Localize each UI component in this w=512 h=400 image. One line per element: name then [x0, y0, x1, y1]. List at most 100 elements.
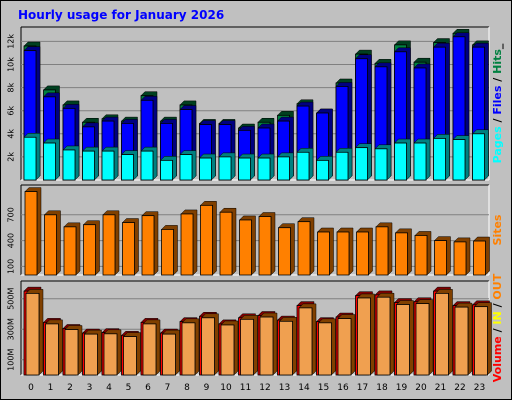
top-panel-side-label-part-1: / [491, 115, 504, 127]
top-panel-side-label-part-4: Hits [491, 49, 504, 74]
pages-bar-16 [335, 151, 349, 181]
top-panel-bg [21, 27, 489, 180]
middle-panel-tick-label-2: 700 [7, 207, 16, 222]
pages-bar-5 [121, 154, 134, 181]
out-bar-20 [415, 303, 430, 376]
out-bar-0 [25, 292, 40, 376]
x-tick-label-1: 1 [48, 383, 54, 393]
top-panel-tick-label-3: 8k [7, 82, 16, 92]
pages-bar-10 [218, 156, 232, 181]
out-bar-5 [123, 336, 137, 376]
sites-bar-18 [375, 226, 389, 276]
sites-bar-14 [297, 221, 311, 276]
sites-bar-16 [336, 231, 350, 276]
out-bar-3 [84, 333, 98, 376]
x-tick-label-14: 14 [298, 383, 310, 393]
sites-bar-9 [200, 204, 213, 276]
x-tick-label-2: 2 [67, 383, 73, 393]
out-bar-18 [376, 296, 391, 376]
x-tick-label-8: 8 [184, 383, 190, 393]
middle-panel-tick-label-1: 400 [7, 233, 16, 248]
x-tick-label-18: 18 [376, 383, 388, 393]
top-panel-side-label-part-0: Pages [491, 126, 504, 164]
pages-bar-9 [199, 157, 212, 181]
pages-bar-23 [472, 133, 485, 181]
x-tick-label-17: 17 [357, 383, 368, 393]
bottom-panel-tick-label-2: 500M [7, 288, 16, 310]
top-panel-tick-label-2: 6k [7, 105, 16, 115]
bottom-panel-side-label-part-3: / [491, 300, 504, 312]
x-tick-label-21: 21 [435, 383, 446, 393]
pages-bar-12 [257, 157, 271, 181]
out-bar-19 [396, 304, 410, 376]
out-bar-12 [259, 316, 274, 376]
sites-bar-6 [141, 215, 155, 276]
pages-bar-20 [413, 142, 427, 181]
top-panel-side-label-part-3: / [491, 74, 504, 86]
x-tick-label-23: 23 [474, 383, 485, 393]
sites-bar-23 [473, 240, 486, 276]
pages-bar-19 [394, 142, 407, 181]
middle-panel-side-label: Sites [491, 214, 504, 245]
out-bar-1 [45, 323, 59, 376]
pages-bar-21 [433, 138, 446, 181]
sites-bar-1 [44, 214, 57, 276]
out-bar-2 [64, 329, 79, 376]
x-tick-label-20: 20 [415, 383, 427, 393]
x-tick-label-4: 4 [106, 383, 112, 393]
x-tick-label-13: 13 [279, 383, 290, 393]
sites-bar-19 [395, 232, 408, 276]
sites-bar-7 [161, 229, 174, 276]
out-bar-14 [298, 307, 313, 376]
pages-bar-13 [277, 156, 290, 181]
sites-bar-17 [356, 231, 369, 276]
x-tick-label-15: 15 [318, 383, 329, 393]
pages-bar-7 [160, 159, 173, 181]
bottom-panel-side-label-part-1: / [491, 325, 504, 337]
out-bar-16 [337, 318, 352, 376]
x-tick-label-22: 22 [454, 383, 465, 393]
bottom-panel-side-label-part-0: Volume [491, 336, 504, 382]
top-panel-tick-label-4: 10k [7, 57, 16, 72]
out-bar-6 [142, 323, 157, 376]
top-panel-tick-label-0: 2k [7, 152, 16, 162]
pages-bar-1 [43, 142, 56, 181]
sites-bar-4 [102, 214, 116, 276]
out-bar-22 [454, 306, 469, 376]
pages-bar-0 [23, 136, 37, 181]
out-bar-4 [103, 333, 118, 376]
bottom-panel-side-label: Volume / IN / OUT [491, 273, 504, 382]
middle-panel-side-label-part-0: Sites [491, 214, 504, 245]
out-bar-15 [318, 322, 332, 376]
sites-bar-11 [239, 219, 252, 276]
pages-bar-17 [355, 147, 368, 181]
top-panel-tick-label-1: 4k [7, 129, 16, 139]
sites-bar-21 [434, 240, 447, 276]
out-bar-7 [162, 333, 176, 376]
sites-bar-13 [278, 227, 291, 276]
x-tick-label-9: 9 [204, 383, 210, 393]
bottom-panel-side-label-part-2: IN [491, 311, 504, 324]
pages-bar-6 [140, 150, 154, 181]
pages-bar-2 [62, 149, 76, 181]
sites-bar-5 [122, 222, 135, 276]
top-panel-side-label-part-5: _ [491, 43, 504, 49]
top-panel-side-label: Pages / Files / Hits_ [491, 43, 504, 163]
x-tick-label-7: 7 [165, 383, 171, 393]
pages-bar-11 [238, 157, 251, 181]
pages-bar-8 [179, 154, 193, 181]
pages-bar-14 [296, 151, 310, 181]
out-bar-21 [435, 292, 449, 376]
sites-bar-3 [83, 224, 96, 276]
sites-bar-2 [63, 226, 77, 276]
top-panel-side-label-part-2: Files [491, 85, 504, 115]
x-tick-label-3: 3 [87, 383, 93, 393]
out-bar-9 [201, 317, 215, 376]
bottom-panel-side-label-part-4: OUT [491, 273, 504, 299]
bottom-panel-tick-label-0: 100M [7, 349, 16, 371]
bottom-panel-tick-label-1: 300M [7, 318, 16, 340]
sites-bar-10 [219, 211, 233, 276]
pages-bar-22 [452, 139, 466, 181]
out-bar-23 [474, 306, 488, 376]
